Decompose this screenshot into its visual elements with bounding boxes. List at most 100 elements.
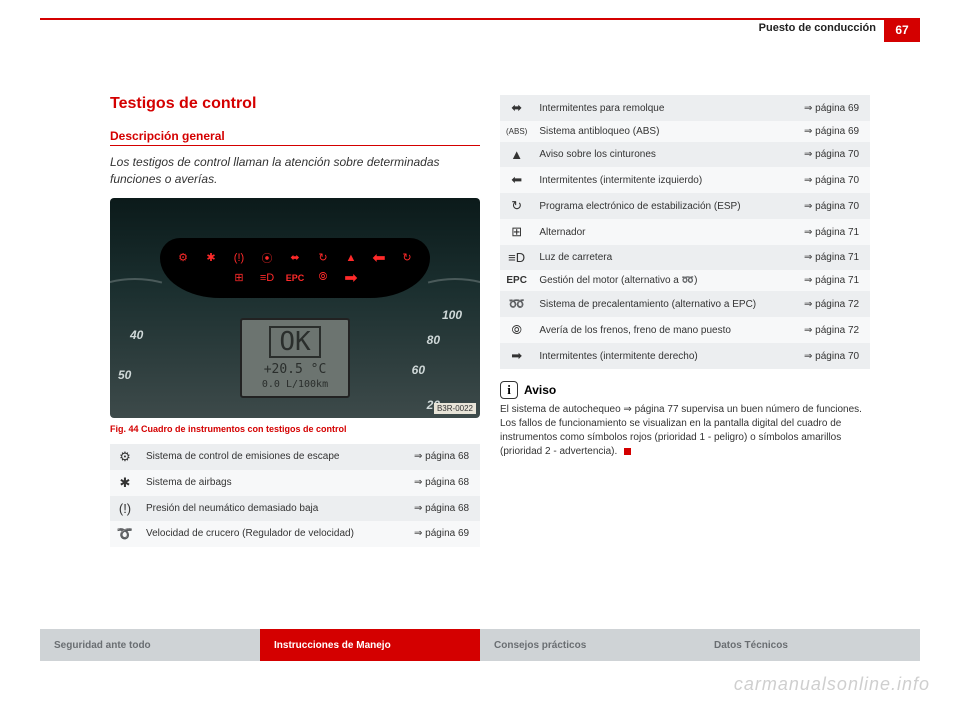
indicator-icon: (ABS): [500, 121, 533, 142]
indicator-desc: Intermitentes (intermitente izquierdo): [533, 167, 798, 193]
indicator-icon: EPC: [500, 270, 533, 291]
indicator-icon: ⊞: [500, 219, 533, 245]
indicator-icon: ≡D: [500, 245, 533, 270]
airbag-icon: ✱: [202, 251, 220, 265]
indicator-desc: Sistema antibloqueo (ABS): [533, 121, 798, 142]
right-column: ⬌Intermitentes para remolque⇒ página 69 …: [500, 95, 870, 459]
page-number: 67: [884, 18, 920, 42]
indicator-ref: ⇒ página 70: [798, 142, 870, 167]
table-row: ➰ Velocidad de crucero (Regulador de vel…: [110, 521, 480, 547]
table-row: ➿Sistema de precalentamiento (alternativ…: [500, 291, 870, 317]
footer-tab-safety: Seguridad ante todo: [40, 629, 260, 661]
notice-heading: i Aviso: [500, 381, 870, 399]
lcd-temp: +20.5 °C: [242, 362, 348, 377]
table-row: ▲Aviso sobre los cinturones⇒ página 70: [500, 142, 870, 167]
section-heading: Testigos de control: [110, 95, 480, 113]
indicator-icon: (!): [110, 496, 140, 521]
table-row: ≡DLuz de carretera⇒ página 71: [500, 245, 870, 270]
table-row: EPCGestión del motor (alternativo a ➿)⇒ …: [500, 270, 870, 291]
indicator-desc: Velocidad de crucero (Regulador de veloc…: [140, 521, 408, 547]
indicator-desc: Avería de los frenos, freno de mano pues…: [533, 317, 798, 343]
indicator-desc: Gestión del motor (alternativo a ➿): [533, 270, 798, 291]
lcd-odo: 0.0 L/100km: [242, 379, 348, 390]
lcd-ok: OK: [269, 326, 320, 359]
notice-text: El sistema de autochequeo ⇒ página 77 su…: [500, 404, 862, 457]
trailer-icon: ⬌: [286, 251, 304, 265]
indicator-ref: ⇒ página 71: [798, 245, 870, 270]
right-turn-icon: ➡: [342, 271, 360, 285]
indicator-desc: Aviso sobre los cinturones: [533, 142, 798, 167]
indicator-ref: ⇒ página 69: [798, 121, 870, 142]
footer-tabs: Seguridad ante todo Instrucciones de Man…: [40, 629, 920, 661]
figure-caption: Fig. 44 Cuadro de instrumentos con testi…: [110, 424, 480, 434]
tick: 40: [130, 328, 143, 342]
seatbelt-icon: ▲: [342, 251, 360, 265]
top-red-rule: [40, 18, 920, 20]
indicator-icon: ⦾: [500, 317, 533, 343]
header-section-title: Puesto de conducción: [759, 22, 876, 34]
indicator-icon: ➿: [500, 291, 533, 317]
indicator-desc: Intermitentes para remolque: [533, 95, 798, 121]
tyre-icon: (!): [230, 251, 248, 265]
indicator-desc: Sistema de precalentamiento (alternativo…: [533, 291, 798, 317]
indicator-icon: ⬌: [500, 95, 533, 121]
indicator-ref: ⇒ página 72: [798, 317, 870, 343]
indicator-ref: ⇒ página 69: [408, 521, 480, 547]
table-row: ↻Programa electrónico de estabilización …: [500, 193, 870, 219]
subsection-heading: Descripción general: [110, 129, 480, 146]
indicator-ref: ⇒ página 70: [798, 343, 870, 369]
esp2-icon: ↻: [398, 251, 416, 265]
table-row: (ABS)Sistema antibloqueo (ABS)⇒ página 6…: [500, 121, 870, 142]
engine-icon: ⚙: [174, 251, 192, 265]
esp-icon: ↻: [314, 251, 332, 265]
indicator-desc: Intermitentes (intermitente derecho): [533, 343, 798, 369]
indicator-desc: Alternador: [533, 219, 798, 245]
indicator-ref: ⇒ página 68: [408, 470, 480, 496]
battery-icon: ⊞: [230, 271, 248, 285]
epc-icon: EPC: [286, 271, 304, 285]
indicator-desc: Sistema de control de emisiones de escap…: [140, 444, 408, 470]
notice-body: El sistema de autochequeo ⇒ página 77 su…: [500, 403, 870, 459]
indicator-ref: ⇒ página 71: [798, 270, 870, 291]
indicator-table-left: ⚙ Sistema de control de emisiones de esc…: [110, 444, 480, 547]
intro-text: Los testigos de control llaman la atenci…: [110, 154, 480, 188]
indicator-ref: ⇒ página 68: [408, 444, 480, 470]
footer-tab-operating: Instrucciones de Manejo: [260, 629, 480, 661]
indicator-ref: ⇒ página 72: [798, 291, 870, 317]
indicator-icon: ⚙: [110, 444, 140, 470]
end-marker-icon: [624, 448, 631, 455]
indicator-icon: ⬅: [500, 167, 533, 193]
indicator-table-right: ⬌Intermitentes para remolque⇒ página 69 …: [500, 95, 870, 369]
table-row: (!) Presión del neumático demasiado baja…: [110, 496, 480, 521]
lcd-display: OK +20.5 °C 0.0 L/100km: [240, 318, 350, 398]
watermark: carmanualsonline.info: [734, 674, 930, 695]
left-column: Testigos de control Descripción general …: [110, 95, 480, 547]
table-row: ⚙ Sistema de control de emisiones de esc…: [110, 444, 480, 470]
indicator-desc: Luz de carretera: [533, 245, 798, 270]
indicator-ref: ⇒ página 70: [798, 193, 870, 219]
indicator-ref: ⇒ página 70: [798, 167, 870, 193]
abs-icon: ⦿: [258, 251, 276, 265]
indicator-icon: ➡: [500, 343, 533, 369]
warning-light-panel: ⚙ ✱ (!) ⦿ ⬌ ↻ ▲ ⬅ ↻ ⊞ ≡D EPC ⦾ ➡: [160, 238, 430, 298]
indicator-desc: Presión del neumático demasiado baja: [140, 496, 408, 521]
table-row: ⬅Intermitentes (intermitente izquierdo)⇒…: [500, 167, 870, 193]
indicator-ref: ⇒ página 68: [408, 496, 480, 521]
highbeam-icon: ≡D: [258, 271, 276, 285]
instrument-cluster-figure: ⚙ ✱ (!) ⦿ ⬌ ↻ ▲ ⬅ ↻ ⊞ ≡D EPC ⦾ ➡ 40 50 1…: [110, 198, 480, 418]
notice-title: Aviso: [524, 383, 556, 397]
indicator-icon: ➰: [110, 521, 140, 547]
table-row: ⦾Avería de los frenos, freno de mano pue…: [500, 317, 870, 343]
footer-tab-tips: Consejos prácticos: [480, 629, 700, 661]
info-icon: i: [500, 381, 518, 399]
indicator-icon: ▲: [500, 142, 533, 167]
indicator-icon: ↻: [500, 193, 533, 219]
indicator-ref: ⇒ página 71: [798, 219, 870, 245]
table-row: ⬌Intermitentes para remolque⇒ página 69: [500, 95, 870, 121]
left-turn-icon: ⬅: [370, 251, 388, 265]
indicator-desc: Sistema de airbags: [140, 470, 408, 496]
indicator-ref: ⇒ página 69: [798, 95, 870, 121]
tick: 100: [442, 308, 462, 322]
tick: 60: [412, 363, 425, 377]
page: 67 Puesto de conducción Testigos de cont…: [0, 0, 960, 701]
